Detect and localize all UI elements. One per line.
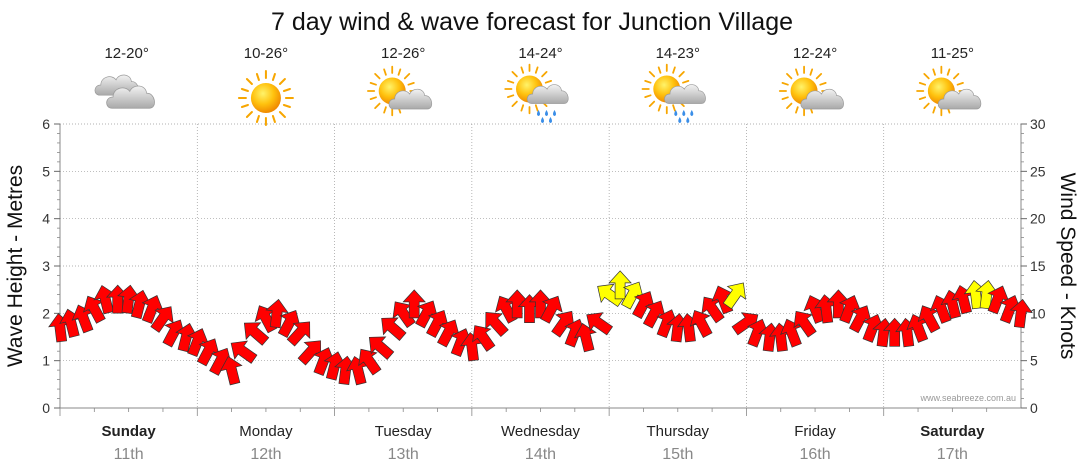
day-name-label: Sunday — [102, 423, 157, 440]
day-name-label: Wednesday — [501, 423, 580, 440]
wind-arrow — [230, 340, 258, 364]
day-temperature: 10-26° — [244, 45, 288, 62]
showers-icon — [642, 65, 705, 123]
wind-arrow — [485, 312, 509, 338]
x-axis-days: Sunday 11th Monday 12th Tuesday 13th Wednesday… — [59, 408, 988, 463]
day-temperature: 11-25° — [931, 45, 974, 62]
day-date-label: 11th — [114, 446, 144, 463]
day-temperature: 12-20° — [104, 45, 148, 62]
day-temperature: 12-26° — [381, 45, 425, 62]
day-date-label: 14th — [525, 446, 556, 463]
showers-icon — [505, 65, 568, 123]
left-axis-title: Wave Height - Metres — [4, 165, 27, 367]
wind-arrow — [402, 289, 426, 319]
partly-cloudy-icon — [917, 67, 981, 116]
left-tick-label: 5 — [42, 163, 50, 179]
left-tick-label: 1 — [42, 353, 50, 369]
left-tick-label: 3 — [42, 258, 50, 274]
day-summary-row: 12-20° 10-26° 12-26° 14-24° 14-23° 12-24° 11-2… — [95, 45, 981, 125]
partly-cloudy-icon — [780, 67, 844, 116]
wind-arrow — [540, 295, 563, 324]
right-tick-label: 5 — [1030, 353, 1038, 369]
right-tick-label: 25 — [1030, 163, 1046, 179]
wind-arrow — [368, 336, 395, 360]
left-tick-label: 2 — [42, 305, 50, 321]
right-tick-label: 15 — [1030, 258, 1046, 274]
chart-title: 7 day wind & wave forecast for Junction … — [271, 8, 793, 36]
day-name-label: Saturday — [920, 423, 985, 440]
watermark: www.seabreeze.com.au — [919, 393, 1016, 403]
wind-arrows — [48, 270, 1033, 386]
wind-arrow — [150, 306, 174, 333]
wind-arrow — [265, 298, 289, 329]
wind-arrow — [219, 356, 243, 386]
sunny-icon — [239, 71, 293, 125]
wind-arrow — [722, 282, 747, 310]
wind-arrow — [689, 309, 713, 338]
wind-arrow — [381, 317, 407, 341]
wind-arrow — [358, 348, 382, 376]
right-tick-label: 10 — [1030, 305, 1046, 321]
cloudy-icon — [95, 75, 155, 108]
day-temperature: 14-24° — [518, 45, 562, 62]
wind-arrow — [793, 310, 817, 338]
left-tick-label: 4 — [42, 211, 50, 227]
day-name-label: Tuesday — [375, 423, 432, 440]
day-date-label: 17th — [937, 446, 968, 463]
day-name-label: Friday — [794, 423, 836, 440]
wind-arrow — [286, 321, 311, 347]
right-axis: 0 5 10 15 20 25 30 — [1021, 116, 1046, 416]
wind-arrow — [597, 283, 624, 308]
wind-arrow — [586, 312, 614, 336]
day-date-label: 15th — [662, 446, 693, 463]
day-name-label: Monday — [239, 423, 293, 440]
day-date-label: 13th — [388, 446, 419, 463]
left-tick-label: 0 — [42, 400, 50, 416]
right-tick-label: 30 — [1030, 116, 1046, 132]
day-name-label: Thursday — [647, 423, 710, 440]
left-axis: 0 1 2 3 4 5 6 — [42, 116, 60, 416]
partly-cloudy-icon — [368, 67, 432, 116]
grid-lines — [59, 123, 1022, 409]
wind-arrow — [472, 325, 496, 352]
right-tick-label: 0 — [1030, 400, 1038, 416]
wind-arrow — [608, 270, 632, 300]
day-temperature: 14-23° — [656, 45, 700, 62]
wind-arrow — [1009, 298, 1033, 329]
wind-arrow — [243, 322, 270, 346]
day-temperature: 12-24° — [793, 45, 837, 62]
day-date-label: 12th — [250, 446, 281, 463]
day-date-label: 16th — [800, 446, 831, 463]
right-tick-label: 20 — [1030, 211, 1046, 227]
right-axis-title: Wind Speed - Knots — [1056, 173, 1079, 360]
left-tick-label: 6 — [42, 116, 50, 132]
